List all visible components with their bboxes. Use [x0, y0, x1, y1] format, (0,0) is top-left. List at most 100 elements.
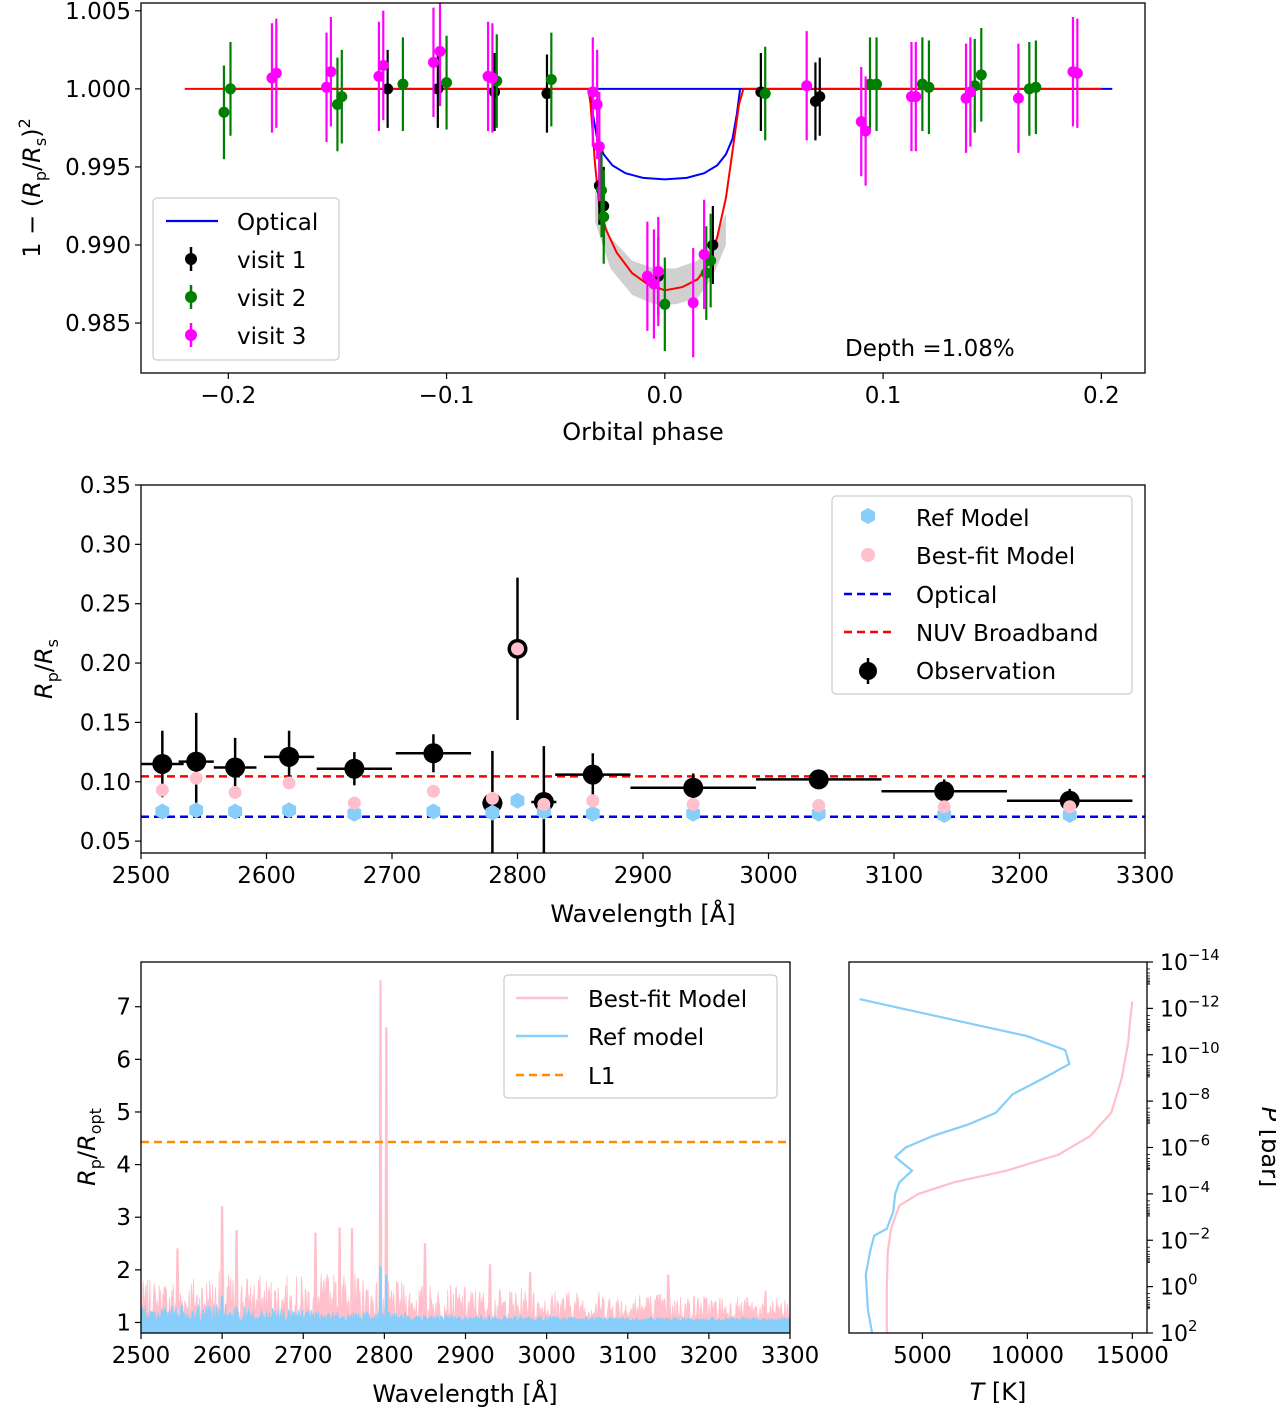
- x-tick-label: 3300: [761, 1343, 820, 1369]
- x-axis-label: Orbital phase: [562, 418, 724, 446]
- x-tick-label: 2900: [614, 863, 673, 889]
- y-tick-label: 3: [116, 1205, 131, 1231]
- x-tick-label: 2500: [112, 863, 171, 889]
- visit-3-point: [648, 278, 660, 290]
- visit-3-point: [641, 270, 653, 282]
- legend-label-optical: Optical: [237, 210, 318, 236]
- x-tick-label: 0.2: [1083, 383, 1120, 409]
- ref-model-point: [426, 803, 441, 820]
- visit-3-point: [486, 72, 498, 84]
- x-tick-label: 3200: [990, 863, 1049, 889]
- y-axis-label: 1 − (Rp/Rs)2: [15, 118, 50, 258]
- ref-model-point: [282, 802, 296, 819]
- visit-2-point: [224, 83, 236, 95]
- best-fit-model-point: [537, 797, 551, 811]
- y-tick-label: 10−14: [1160, 946, 1220, 976]
- light-curve-panel: −0.2 −0.1 0.0 0.1 0.2 0.985 0.990 0.995 1.000 1.…: [15, 0, 1146, 446]
- best-fit-model-point: [485, 791, 499, 805]
- ref-model-point: [510, 792, 525, 809]
- ref-model-point: [189, 802, 204, 819]
- transmission-spectrum-panel: 2500 2600 2700 2800 2900 3000 3100 3200 3300 0.0…: [30, 473, 1174, 928]
- visit-2-point: [923, 81, 935, 93]
- visit-3-point: [427, 56, 439, 68]
- visit-1-point: [541, 88, 553, 100]
- y-tick-label: 5: [116, 1100, 131, 1126]
- x-axis-label: T [K]: [970, 1378, 1027, 1406]
- y-axis-label: Rp/Rs: [30, 639, 62, 699]
- y-axis-ticks: 1 2 3 4 5 6 7: [116, 995, 141, 1336]
- visit-3-point: [652, 266, 664, 278]
- visit-3-point: [434, 45, 446, 57]
- x-tick-label: 3000: [517, 1343, 576, 1369]
- y-tick-label: 10−4: [1160, 1178, 1210, 1208]
- best-fit-model-point: [586, 794, 600, 808]
- visit-3-point: [373, 70, 385, 82]
- y-tick-label: 10−12: [1160, 992, 1220, 1022]
- observation-point: [186, 751, 207, 772]
- x-axis-label: Wavelength [Å]: [550, 899, 735, 928]
- visit-2-point: [397, 78, 409, 90]
- best-fit-model-point: [686, 797, 700, 811]
- best-fit-model-point: [282, 776, 296, 790]
- legend-label-nuv-broadband: NUV Broadband: [916, 621, 1098, 647]
- observation-point: [279, 746, 300, 767]
- x-axis-ticks: 5000 10000 15000: [893, 1333, 1169, 1369]
- y-tick-label: 2: [116, 1258, 131, 1284]
- legend: Best-fit Model Ref model L1: [503, 974, 778, 1099]
- visit-3-point: [593, 141, 605, 153]
- legend-label-best-fit-model: Best-fit Model: [916, 544, 1075, 570]
- observation-point: [683, 777, 704, 798]
- visit-2-point: [975, 69, 987, 81]
- observation-point: [344, 758, 365, 779]
- y-tick-label: 102: [1160, 1317, 1198, 1347]
- x-tick-label: 3100: [865, 863, 924, 889]
- visit-2-point: [545, 73, 557, 85]
- legend: Optical visit 1 visit 2 visit 3: [152, 197, 340, 361]
- ref-model-point: [485, 804, 500, 821]
- y-tick-label: 100: [1160, 1271, 1198, 1301]
- y-axis-label: Rp/Ropt: [73, 1108, 105, 1186]
- y-tick-label: 0.990: [65, 233, 131, 259]
- legend-swatch-best-fit-model: [861, 548, 875, 562]
- visit-2-point: [759, 88, 771, 100]
- x-axis-label: Wavelength [Å]: [372, 1379, 557, 1408]
- y-tick-label: 6: [116, 1047, 131, 1073]
- y-tick-label: 1.000: [65, 77, 131, 103]
- x-tick-label: 2700: [274, 1343, 333, 1369]
- visit-2-point: [598, 211, 610, 223]
- ref-model-point: [585, 805, 600, 822]
- observation-point: [582, 764, 603, 785]
- x-tick-label: 2700: [363, 863, 422, 889]
- visit-3-point: [687, 297, 699, 309]
- y-tick-label: 1: [116, 1310, 131, 1336]
- visit-3-point: [1071, 67, 1083, 79]
- legend-swatch-visit-2: [185, 291, 197, 303]
- observation-point: [808, 769, 829, 790]
- legend-label-l1: L1: [588, 1064, 615, 1090]
- best-fit-model-point: [812, 799, 826, 813]
- x-tick-label: 2800: [488, 863, 547, 889]
- legend-swatch-visit-1: [185, 253, 197, 265]
- ref-model-point: [228, 803, 243, 820]
- x-tick-label: 3200: [680, 1343, 739, 1369]
- x-tick-label: 2900: [436, 1343, 495, 1369]
- y-tick-label: 10−10: [1160, 1039, 1220, 1069]
- best-fit-model-point: [228, 785, 242, 799]
- legend-label-ref-model: Ref model: [588, 1025, 704, 1051]
- legend-label-ref-model: Ref Model: [916, 506, 1030, 532]
- y-tick-label: 0.35: [80, 473, 131, 499]
- y-axis-ticks: 10−14 10−12 10−10 10−8 10−6 10−4 10−2 100 102: [1147, 946, 1220, 1347]
- optical-model-line: [228, 87, 1113, 181]
- best-fit-model-point: [937, 800, 951, 814]
- observation-point: [934, 781, 955, 802]
- x-tick-label: 3100: [598, 1343, 657, 1369]
- legend-label-best-fit-model: Best-fit Model: [588, 987, 747, 1013]
- visit-2-point: [1030, 81, 1042, 93]
- y-tick-label: 0.15: [80, 710, 131, 736]
- legend-box: [503, 974, 778, 1099]
- visit-3-point: [321, 81, 333, 93]
- visit-2-point: [218, 106, 230, 118]
- visit-3-point: [587, 86, 599, 98]
- y-tick-label: 0.10: [80, 770, 131, 796]
- model-spectrum-panel: 2500 2600 2700 2800 2900 3000 3100 3200 3300 1 2 3…: [73, 961, 820, 1408]
